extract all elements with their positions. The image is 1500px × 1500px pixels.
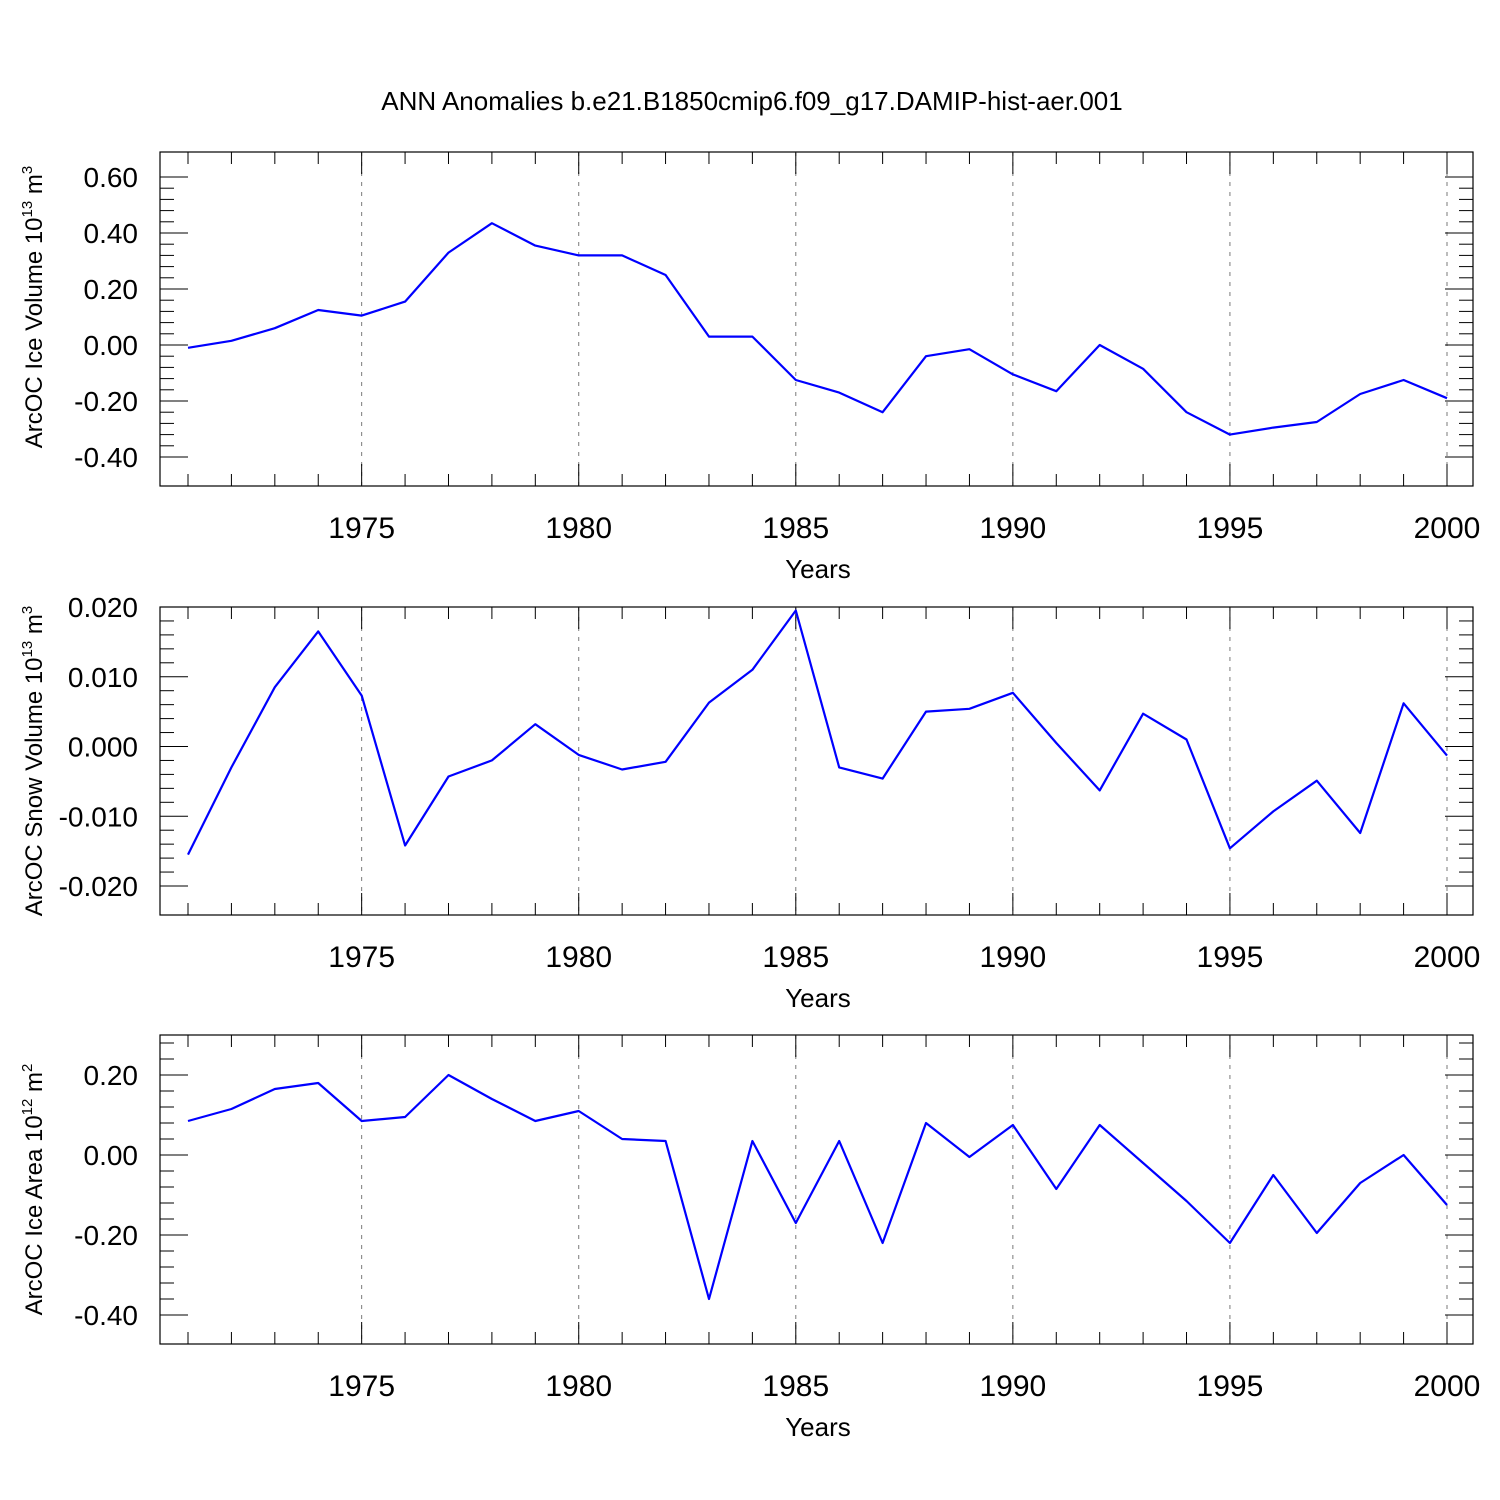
y-tick-label: 0.000 [68, 732, 138, 763]
x-tick-label: 1990 [979, 512, 1046, 545]
x-tick-label: 2000 [1414, 941, 1481, 974]
x-tick-label: 1990 [979, 1370, 1046, 1403]
series-line [187, 1073, 1448, 1301]
x-tick-label: 1980 [545, 941, 612, 974]
x-tick-label: 1995 [1197, 1370, 1264, 1403]
y-tick-label: 0.010 [68, 662, 138, 693]
plot-frame [159, 606, 1474, 916]
x-tick-label: 1985 [762, 512, 829, 545]
y-tick-label: 0.00 [84, 330, 139, 361]
y-tick-label: -0.20 [74, 386, 138, 417]
y-axis-label: ArcOC Ice Volume 1013 m3 [19, 166, 48, 448]
y-tick-label: 0.40 [84, 218, 139, 249]
y-tick-label: -0.40 [74, 442, 138, 473]
y-tick-label: 0.020 [68, 592, 138, 623]
series-line [187, 222, 1448, 436]
panel-3: -0.40 -0.20 0.00 0.20 1975 1980 1985 1990 1995 20… [19, 1034, 1481, 1442]
plot-frame [159, 151, 1474, 487]
x-tick-label: 1975 [328, 1370, 395, 1403]
y-tick-label: 0.20 [84, 1060, 139, 1091]
y-tick-label: 0.60 [84, 162, 139, 193]
y-tick-label: 0.00 [84, 1140, 139, 1171]
x-tick-label: 2000 [1414, 1370, 1481, 1403]
x-tick-label: 1990 [979, 941, 1046, 974]
figure-title: ANN Anomalies b.e21.B1850cmip6.f09_g17.D… [381, 86, 1122, 116]
y-tick-label: 0.20 [84, 274, 139, 305]
x-tick-label: 2000 [1414, 512, 1481, 545]
x-axis-label: Years [785, 1412, 851, 1442]
x-axis-label: Years [785, 554, 851, 584]
series-line [187, 609, 1448, 856]
x-axis-label: Years [785, 983, 851, 1013]
panel-1: -0.40 -0.20 0.00 0.20 0.40 0.60 1975 1980 1985 19… [19, 151, 1481, 584]
y-axis-label: ArcOC Snow Volume 1013 m3 [19, 606, 48, 917]
y-tick-label: -0.020 [59, 871, 138, 902]
y-tick-label: -0.40 [74, 1300, 138, 1331]
x-tick-label: 1985 [762, 1370, 829, 1403]
x-tick-label: 1985 [762, 941, 829, 974]
y-tick-label: -0.20 [74, 1220, 138, 1251]
y-tick-label: -0.010 [59, 801, 138, 832]
x-tick-label: 1980 [545, 1370, 612, 1403]
plot-frame [159, 1034, 1474, 1345]
panel-2: -0.020 -0.010 0.000 0.010 0.020 1975 1980 1985 1… [19, 592, 1480, 1013]
x-tick-label: 1980 [545, 512, 612, 545]
y-axis-label: ArcOC Ice Area 1012 m2 [19, 1064, 48, 1316]
x-tick-label: 1975 [328, 512, 395, 545]
x-tick-label: 1995 [1197, 512, 1264, 545]
x-tick-label: 1995 [1197, 941, 1264, 974]
x-tick-label: 1975 [328, 941, 395, 974]
